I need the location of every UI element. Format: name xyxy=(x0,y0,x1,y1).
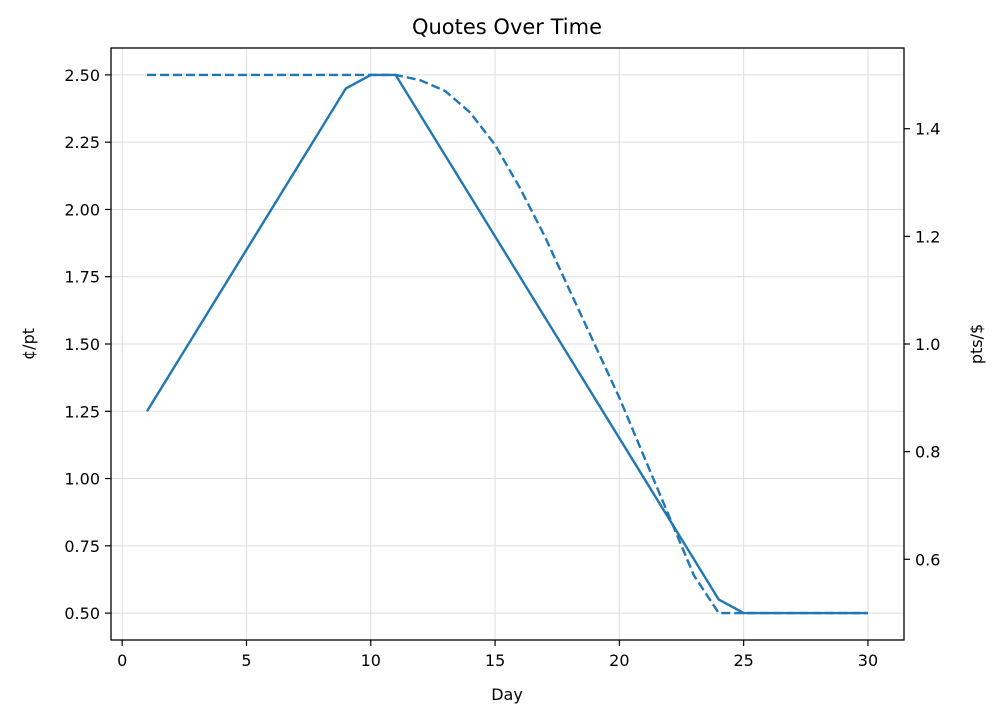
x-tick-label: 20 xyxy=(609,651,629,670)
x-tick-label: 10 xyxy=(361,651,381,670)
y-tick-label: 1.00 xyxy=(64,470,100,489)
series-layer xyxy=(145,73,868,615)
y-axis-left: 0.50 0.75 1.00 1.25 1.50 1.75 2.00 2.25 2.50 xyxy=(64,66,111,623)
y2-tick-label: 0.6 xyxy=(915,550,940,569)
y2-tick-label: 1.4 xyxy=(915,120,940,139)
x-tick-label: 25 xyxy=(733,651,753,670)
y2-tick-label: 0.8 xyxy=(915,443,940,462)
y-tick-label: 1.25 xyxy=(64,402,100,421)
y2-axis-label: pts/$ xyxy=(967,324,986,364)
y-tick-label: 2.25 xyxy=(64,133,100,152)
y-tick-label: 2.00 xyxy=(64,200,100,219)
x-tick-label: 5 xyxy=(241,651,251,670)
y-tick-label: 0.50 xyxy=(64,604,100,623)
y-tick-label: 2.50 xyxy=(64,66,100,85)
y-tick-label: 0.75 xyxy=(64,537,100,556)
y-axis-label: ¢/pt xyxy=(19,328,38,360)
y2-tick-label: 1.2 xyxy=(915,227,940,246)
y-tick-label: 1.50 xyxy=(64,335,100,354)
series-line-pts-per-dollar xyxy=(147,73,868,615)
x-axis-label: Day xyxy=(491,685,523,704)
x-axis: 0 5 10 15 20 25 30 xyxy=(117,640,878,670)
y2-tick-label: 1.0 xyxy=(915,335,940,354)
chart-title: Quotes Over Time xyxy=(412,15,602,39)
x-tick-label: 30 xyxy=(858,651,878,670)
x-tick-label: 0 xyxy=(117,651,127,670)
grid xyxy=(111,48,904,640)
y-axis-right: 0.6 0.8 1.0 1.2 1.4 xyxy=(904,120,940,569)
y-tick-label: 1.75 xyxy=(64,268,100,287)
x-tick-label: 15 xyxy=(485,651,505,670)
